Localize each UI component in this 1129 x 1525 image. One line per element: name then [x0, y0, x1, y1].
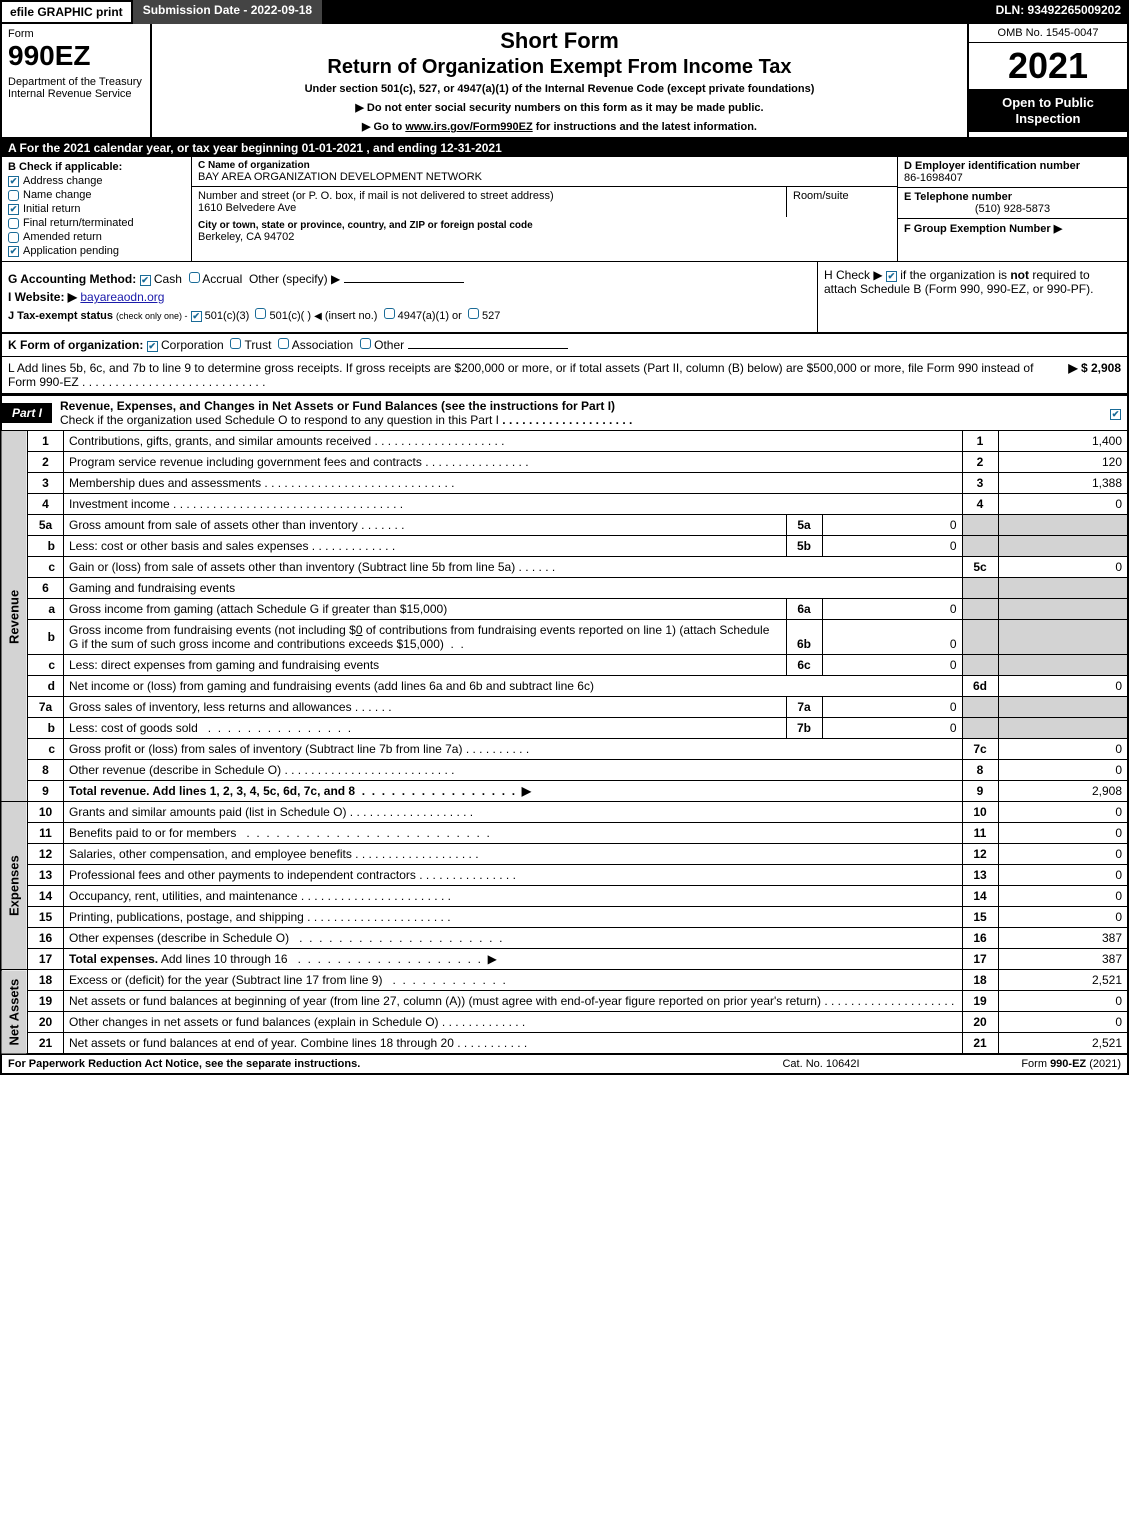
form-label: Form	[8, 28, 144, 40]
chk-trust[interactable]	[230, 338, 241, 349]
chk-527[interactable]	[468, 308, 479, 319]
org-address: 1610 Belvedere Ave	[198, 202, 780, 214]
chk-501c3[interactable]: ✔	[191, 311, 202, 322]
chk-corporation[interactable]: ✔	[147, 341, 158, 352]
form-title-main: Return of Organization Exempt From Incom…	[162, 56, 957, 79]
top-bar: efile GRAPHIC print Submission Date - 20…	[0, 0, 1129, 24]
org-name: BAY AREA ORGANIZATION DEVELOPMENT NETWOR…	[198, 171, 891, 183]
chk-association[interactable]	[278, 338, 289, 349]
group-exemption-label: F Group Exemption Number ▶	[904, 223, 1062, 235]
part-i-tab: Part I	[2, 403, 52, 423]
chk-other-org[interactable]	[360, 338, 371, 349]
section-g: G Accounting Method: ✔ Cash Accrual Othe…	[8, 272, 811, 286]
org-city: Berkeley, CA 94702	[198, 231, 891, 243]
addr-label: Number and street (or P. O. box, if mail…	[198, 190, 780, 202]
lbl-address-change: Address change	[23, 175, 103, 187]
footer-left: For Paperwork Reduction Act Notice, see …	[8, 1058, 721, 1070]
sidebar-net-assets: Net Assets	[1, 970, 28, 1055]
city-label: City or town, state or province, country…	[198, 220, 891, 231]
submission-date: Submission Date - 2022-09-18	[133, 0, 322, 24]
other-specify-input[interactable]	[344, 282, 464, 283]
section-def: D Employer identification number 86-1698…	[897, 157, 1127, 261]
chk-cash[interactable]: ✔	[140, 275, 151, 286]
chk-schedule-b[interactable]: ✔	[886, 271, 897, 282]
part-i-header: Part I Revenue, Expenses, and Changes in…	[0, 394, 1129, 430]
line-desc: Contributions, gifts, grants, and simila…	[64, 431, 963, 452]
form-number: 990EZ	[8, 40, 144, 72]
form-header: Form 990EZ Department of the Treasury In…	[0, 24, 1129, 139]
chk-address-change[interactable]: ✔	[8, 176, 19, 187]
room-label: Room/suite	[793, 190, 891, 202]
chk-amended-return[interactable]	[8, 232, 19, 243]
row-a-tax-year: A For the 2021 calendar year, or tax yea…	[0, 139, 1129, 157]
form-note-link: ▶ Go to www.irs.gov/Form990EZ for instru…	[162, 120, 957, 133]
dept-treasury: Department of the Treasury Internal Reve…	[8, 76, 144, 100]
lbl-amended-return: Amended return	[23, 231, 102, 243]
ein-label: D Employer identification number	[904, 160, 1121, 172]
footer-form: Form 990-EZ (2021)	[921, 1058, 1121, 1070]
line-val: 1,400	[998, 431, 1128, 452]
gross-receipts: ▶ $ 2,908	[1068, 361, 1121, 389]
section-bcdef: B Check if applicable: ✔ Address change N…	[0, 157, 1129, 261]
section-k: K Form of organization: ✔ Corporation Tr…	[0, 334, 1129, 357]
form-subtitle: Under section 501(c), 527, or 4947(a)(1)…	[162, 83, 957, 95]
lbl-application-pending: Application pending	[23, 245, 119, 257]
section-i: I Website: ▶ bayareaodn.org	[8, 290, 811, 304]
lbl-initial-return: Initial return	[23, 203, 80, 215]
chk-4947[interactable]	[384, 308, 395, 319]
other-org-input[interactable]	[408, 348, 568, 349]
line-num: 1	[28, 431, 64, 452]
section-ghij: G Accounting Method: ✔ Cash Accrual Othe…	[0, 261, 1129, 334]
section-h: H Check ▶ ✔ if the organization is not r…	[817, 262, 1127, 332]
dln: DLN: 93492265009202	[988, 0, 1129, 24]
omb-number: OMB No. 1545-0047	[969, 24, 1127, 43]
sidebar-revenue: Revenue	[1, 431, 28, 802]
irs-link[interactable]: www.irs.gov/Form990EZ	[405, 121, 532, 133]
tax-year: 2021	[969, 43, 1127, 89]
chk-application-pending[interactable]: ✔	[8, 246, 19, 257]
form-title-short: Short Form	[162, 28, 957, 54]
section-b: B Check if applicable: ✔ Address change N…	[2, 157, 192, 261]
section-c: C Name of organization BAY AREA ORGANIZA…	[192, 157, 897, 261]
chk-501c[interactable]	[255, 308, 266, 319]
part-i-table: Revenue 1 Contributions, gifts, grants, …	[0, 430, 1129, 1055]
ein-value: 86-1698407	[904, 172, 1121, 184]
section-b-header: B Check if applicable:	[8, 161, 185, 173]
public-inspection-badge: Open to Public Inspection	[969, 89, 1127, 132]
phone-value: (510) 928-5873	[904, 203, 1121, 215]
phone-label: E Telephone number	[904, 191, 1121, 203]
form-note-ssn: ▶ Do not enter social security numbers o…	[162, 101, 957, 114]
chk-accrual[interactable]	[189, 272, 200, 283]
chk-name-change[interactable]	[8, 190, 19, 201]
section-j: J Tax-exempt status (check only one) - ✔…	[8, 308, 811, 322]
page-footer: For Paperwork Reduction Act Notice, see …	[0, 1055, 1129, 1075]
part-i-title: Revenue, Expenses, and Changes in Net As…	[60, 399, 615, 413]
footer-cat: Cat. No. 10642I	[721, 1058, 921, 1070]
lbl-name-change: Name change	[23, 189, 92, 201]
part-i-check-line: Check if the organization used Schedule …	[60, 413, 499, 427]
section-l: L Add lines 5b, 6c, and 7b to line 9 to …	[0, 357, 1129, 394]
efile-print-button[interactable]: efile GRAPHIC print	[0, 0, 133, 24]
org-name-label: C Name of organization	[198, 160, 891, 171]
chk-final-return[interactable]	[8, 218, 19, 229]
website-link[interactable]: bayareaodn.org	[80, 290, 164, 304]
lbl-final-return: Final return/terminated	[23, 217, 134, 229]
line-ref: 1	[962, 431, 998, 452]
sidebar-expenses: Expenses	[1, 802, 28, 970]
chk-part-i-schedule-o[interactable]: ✔	[1110, 409, 1121, 420]
chk-initial-return[interactable]: ✔	[8, 204, 19, 215]
